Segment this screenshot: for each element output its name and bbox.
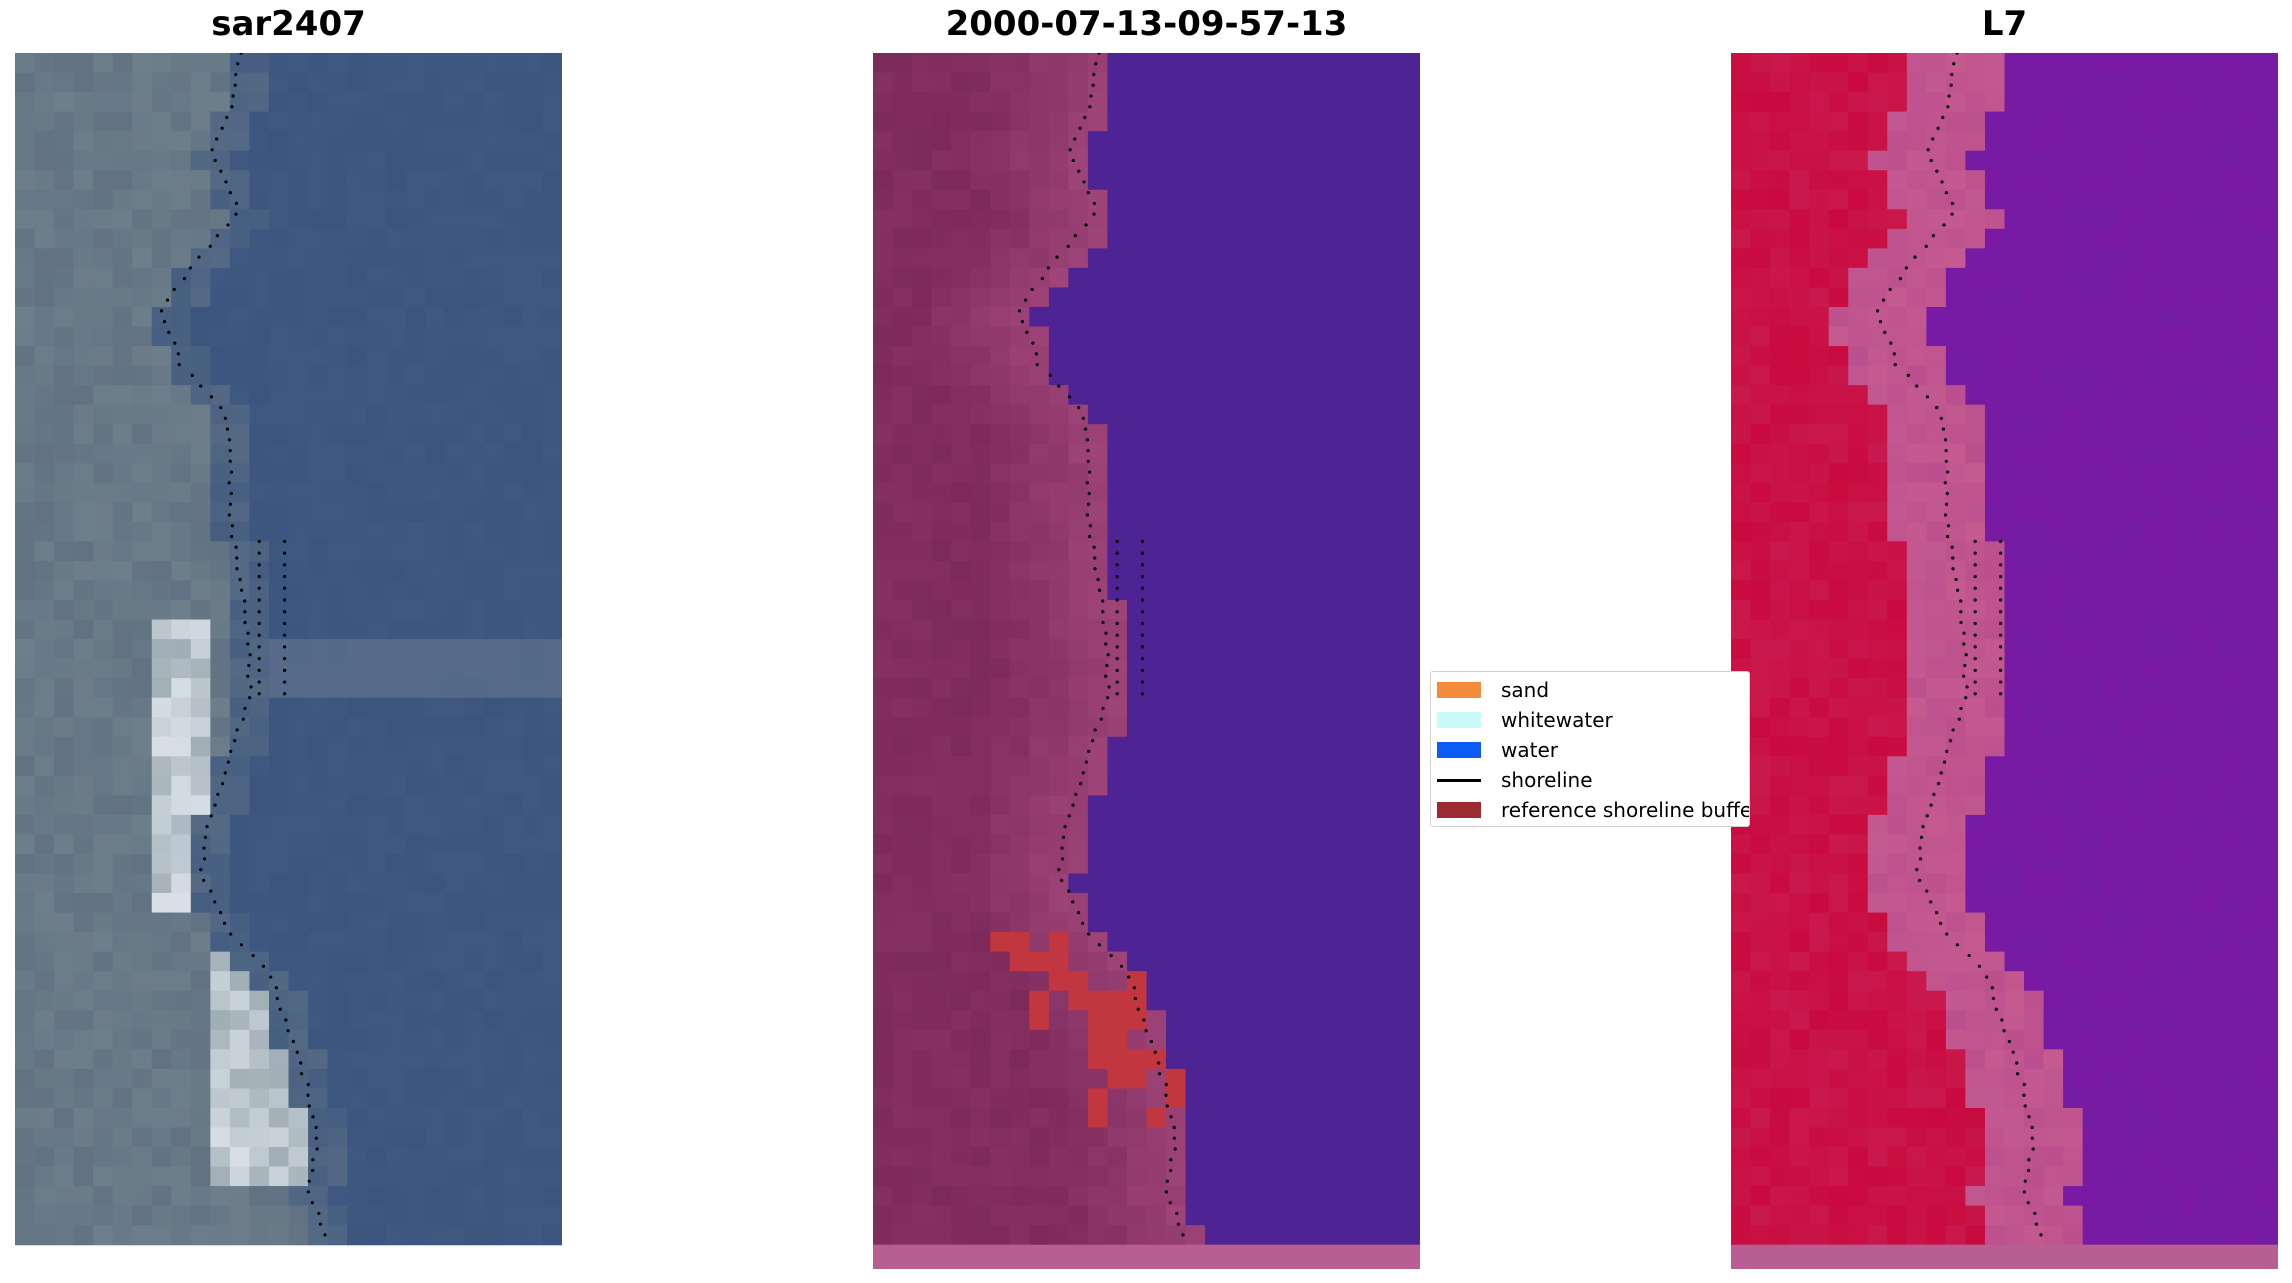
legend-item-water: water [1437,738,1558,762]
l7-image-panel [1731,53,2278,1269]
panel-title-date: 2000-07-13-09-57-13 [945,4,1348,44]
shoreline-dots [1875,53,2043,1237]
shoreline-dots [1017,53,1185,1237]
legend-label: water [1501,738,1558,762]
reference-buffer-swatch [1437,802,1481,818]
legend-label: whitewater [1501,708,1613,732]
legend-item-sand: sand [1437,678,1549,702]
shoreline-line-swatch [1437,778,1481,782]
legend-label: reference shoreline buffer [1501,798,1750,822]
panel-title-l7: L7 [1981,4,2028,44]
rgb-satellite-image [15,53,562,1246]
legend-item-whitewater: whitewater [1437,708,1613,732]
shoreline-dots [159,53,327,1237]
whitewater-swatch [1437,712,1481,728]
legend-item-shoreline: shoreline [1437,768,1593,792]
l7-composite-image [1731,53,2278,1269]
legend: sand whitewater water shoreline referenc… [1430,671,1750,827]
legend-label: sand [1501,678,1550,702]
rgb-image-panel [15,53,562,1249]
classified-image-panel [873,53,1420,1269]
legend-item-reference-buffer: reference shoreline buffer [1437,798,1750,822]
classified-image [873,53,1420,1269]
sand-swatch [1437,682,1481,698]
water-swatch [1437,742,1481,758]
panel-title-sar: sar2407 [211,4,366,44]
legend-label: shoreline [1501,768,1593,792]
